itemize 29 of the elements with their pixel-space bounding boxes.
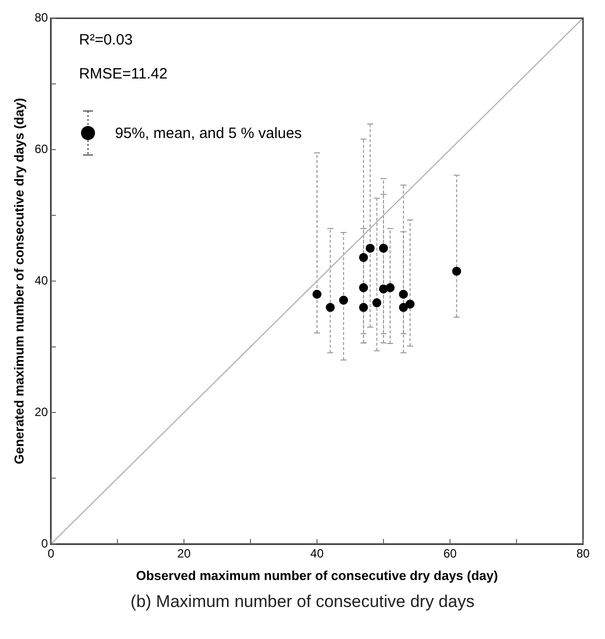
point — [359, 302, 368, 312]
point — [359, 283, 368, 292]
point — [372, 298, 382, 308]
annotation: R²=0.03 — [78, 31, 133, 48]
point — [406, 300, 415, 309]
y-tick-label: 20 — [34, 404, 48, 419]
y-tick-label: 40 — [34, 273, 48, 288]
y-axis-title: Generated maximum number of consecutive dry days (day) — [11, 98, 26, 464]
x-tick-label: 20 — [177, 546, 191, 561]
text: (b) Maximum number of consecutive dry days — [130, 592, 476, 612]
x-axis-title: Observed maximum number of consecutive dry days (day) — [136, 568, 498, 583]
x-tick-label: 80 — [576, 546, 590, 561]
legend-label: 95%, mean, and 5 % values — [115, 124, 302, 142]
x-tick-label: 40 — [310, 546, 324, 561]
point — [398, 290, 408, 299]
x-tick-label: 60 — [443, 546, 457, 561]
point — [366, 244, 375, 253]
y-tick-label: 60 — [34, 142, 48, 156]
point — [386, 283, 395, 292]
point — [326, 302, 335, 312]
y-tick-label: 80 — [34, 10, 48, 25]
y-tick-label: 0 — [41, 536, 48, 550]
point — [312, 290, 322, 299]
point — [359, 252, 368, 262]
point — [339, 296, 348, 305]
annotation: RMSE=11.42 — [78, 65, 168, 82]
point — [398, 302, 408, 312]
point — [378, 244, 388, 253]
point — [452, 266, 462, 276]
